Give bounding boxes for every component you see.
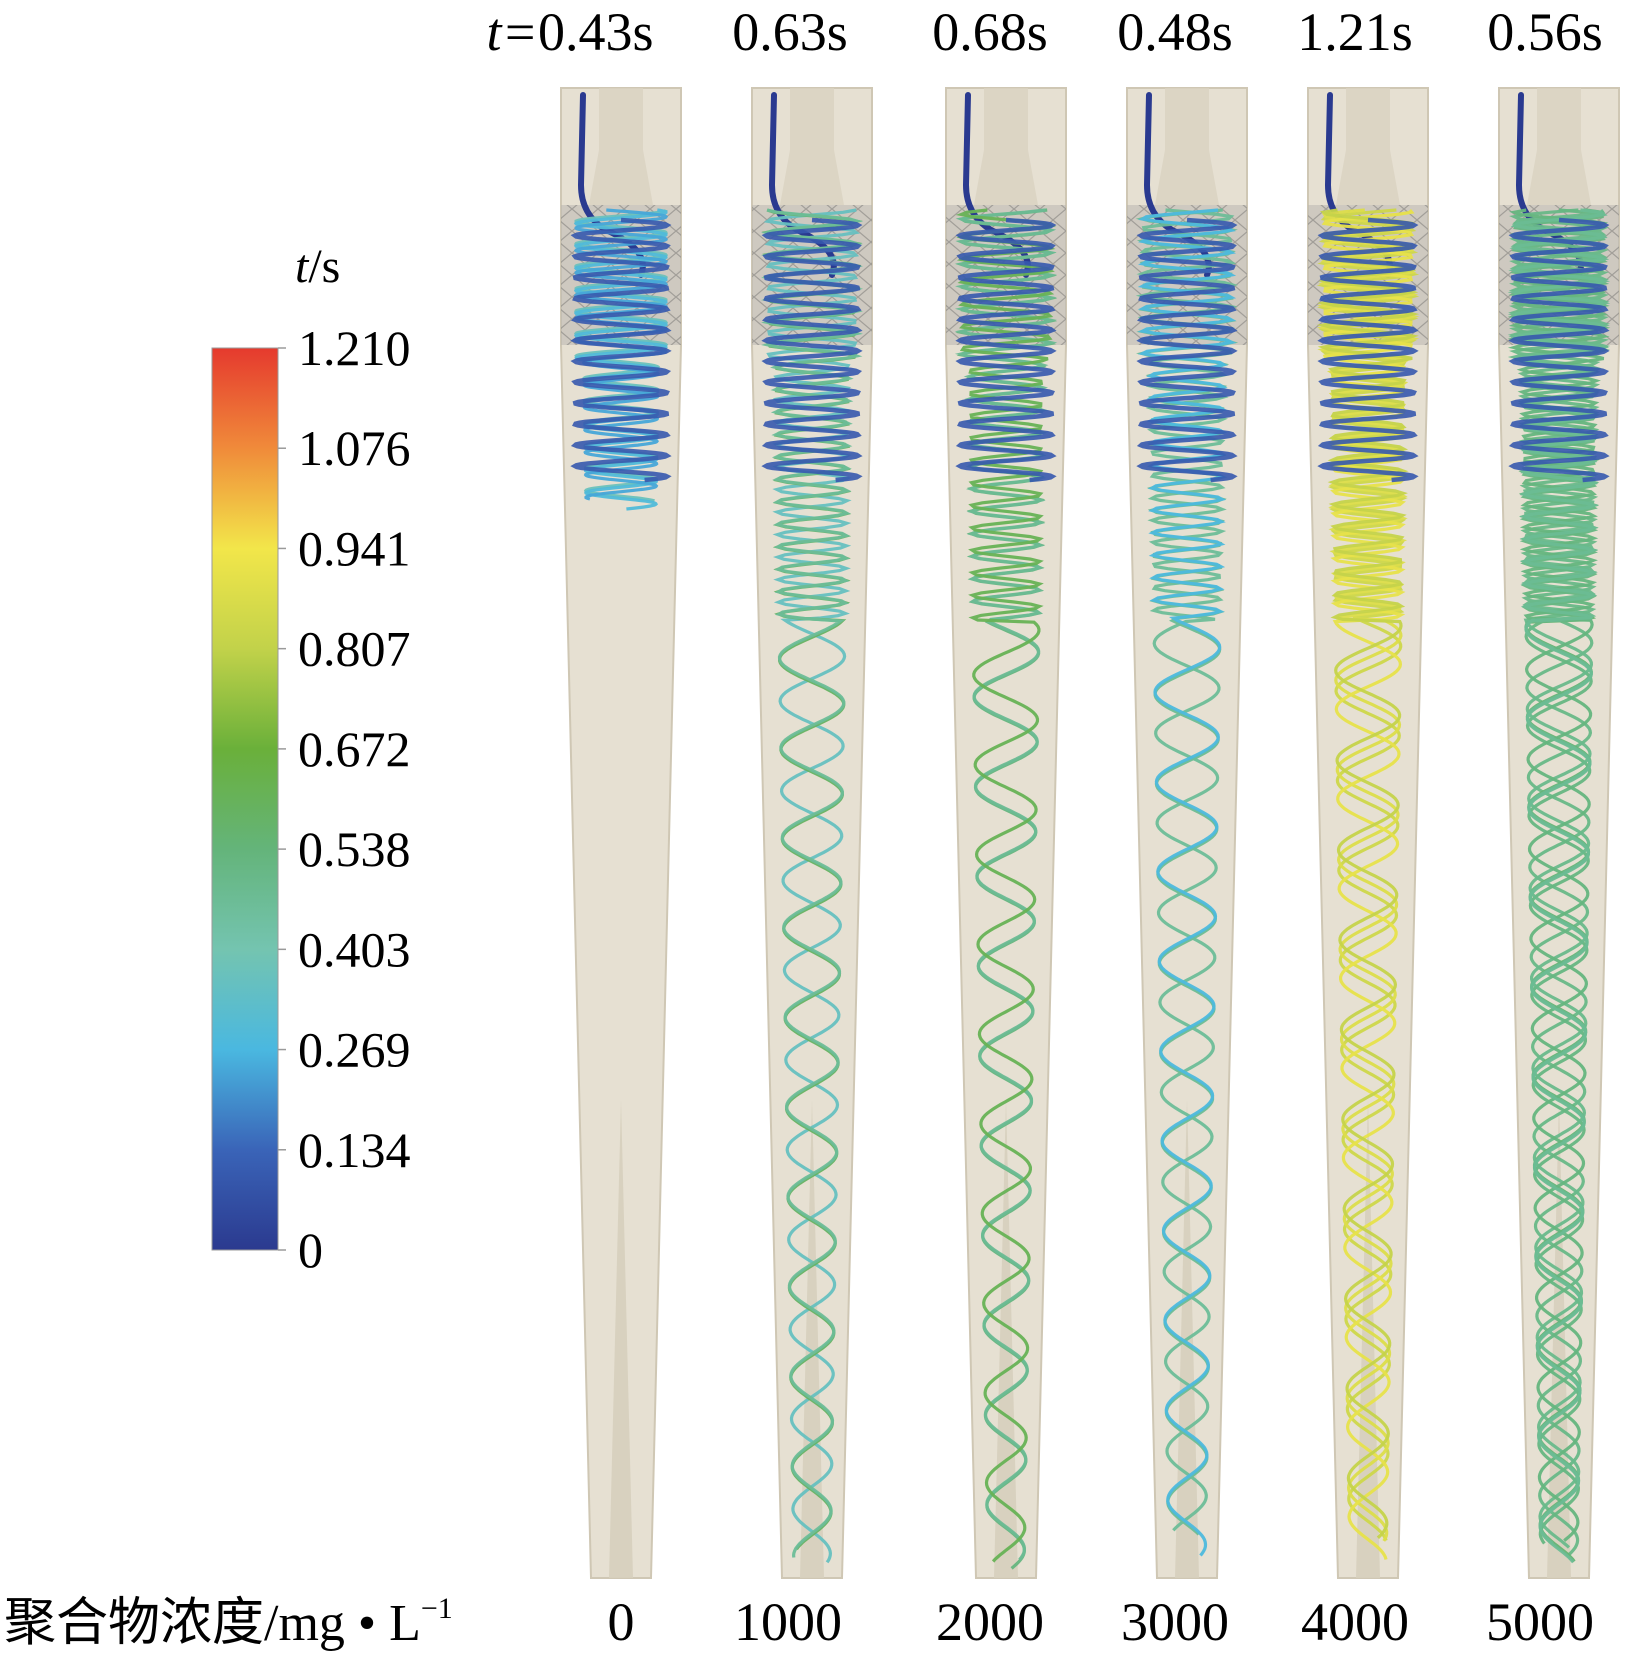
panel-time-label: 0.68s [932,2,1048,62]
panel-time-value: 0.68s [932,2,1048,62]
panel-time-label: t=0.43s [487,2,654,62]
top-spiral-trajectory [570,217,672,483]
vortex-finder [589,88,653,205]
top-spiral-trajectory [1136,217,1238,483]
colorbar-ticks: 1.210 1.076 0.941 0.807 0.672 0.538 0.403 0.269… [278,320,411,1278]
colorbar-gradient [211,347,279,1251]
vortex-finder [974,88,1038,205]
colorbar-tick-label: 0.269 [298,1022,411,1078]
colorbar-tick-label: 0 [298,1222,323,1278]
colorbar-tick-label: 0.807 [298,621,411,677]
particle-trajectory [1135,208,1239,1532]
panel-time-value: 1.21s [1297,2,1413,62]
panel-time-value: 0.63s [732,2,848,62]
panel-time-value: 0.56s [1487,2,1603,62]
top-spiral-trajectory [761,217,863,483]
x-axis-label-superscript: −1 [421,1592,453,1625]
colorbar: t/s 1.210 1.076 0.941 0.807 0.672 0.538 0.403 0… [211,240,411,1278]
x-axis-label: 聚合物浓度/mg • L−1 [4,1592,453,1652]
vortex-finder [1336,88,1400,205]
panel-2000: 0.68s 2000 [932,2,1067,1652]
particle-trajectory [760,208,864,1558]
panel-1000: 0.63s 1000 [732,2,873,1652]
vortex-finder [780,88,844,205]
cone-spigot [994,1100,1018,1578]
top-spiral-trajectory [1508,217,1610,483]
panel-concentration-label: 5000 [1486,1592,1594,1652]
colorbar-title-unit: /s [308,240,340,293]
cone-spigot [609,1100,633,1578]
panel-0: t=0.43s 0 [487,2,682,1652]
particle-trajectory [1510,208,1608,1564]
colorbar-title: t/s [295,240,340,293]
panel-3000: 0.48s 3000 [1117,2,1248,1652]
colorbar-title-var: t [295,240,310,293]
colorbar-tick-label: 0.538 [298,821,411,877]
cone-spigot [800,1100,824,1578]
particle-trajectory [955,208,1056,1563]
top-spiral-trajectory [1317,217,1419,483]
panel-time-label: 0.56s [1487,2,1603,62]
panel-concentration-label: 3000 [1121,1592,1229,1652]
panel-time-label: 0.63s [732,2,848,62]
panel-concentration-label: 2000 [936,1592,1044,1652]
colorbar-tick-label: 1.210 [298,320,411,376]
panel-5000: 0.56s 5000 [1486,2,1620,1652]
vortex-finder [1155,88,1219,205]
particle-trajectory [1137,208,1237,1557]
panel-4000: 1.21s 4000 [1297,2,1429,1652]
panel-time-label: 0.48s [1117,2,1233,62]
panel-time-prefix: t= [487,2,538,62]
panel-time-value: 0.43s [538,2,654,62]
colorbar-tick-label: 0.941 [298,520,411,576]
panel-concentration-label: 1000 [734,1592,842,1652]
top-spiral-trajectory [955,217,1057,483]
hydrocyclone-panels: t=0.43s 0 0.63s 1000 0.68s 2000 0.48s 3000 1.21s… [487,2,1620,1652]
colorbar-tick-label: 0.134 [298,1122,411,1178]
colorbar-tick-label: 0.403 [298,921,411,977]
x-axis-label-text: 聚合物浓度/mg • L [4,1595,421,1652]
panel-concentration-label: 0 [608,1592,635,1652]
vortex-finder [1527,88,1591,205]
colorbar-tick-label: 0.672 [298,721,411,777]
particle-trajectory [954,208,1058,1561]
panel-time-value: 0.48s [1117,2,1233,62]
colorbar-tick-label: 1.076 [298,420,411,476]
panel-concentration-label: 4000 [1301,1592,1409,1652]
panel-time-label: 1.21s [1297,2,1413,62]
